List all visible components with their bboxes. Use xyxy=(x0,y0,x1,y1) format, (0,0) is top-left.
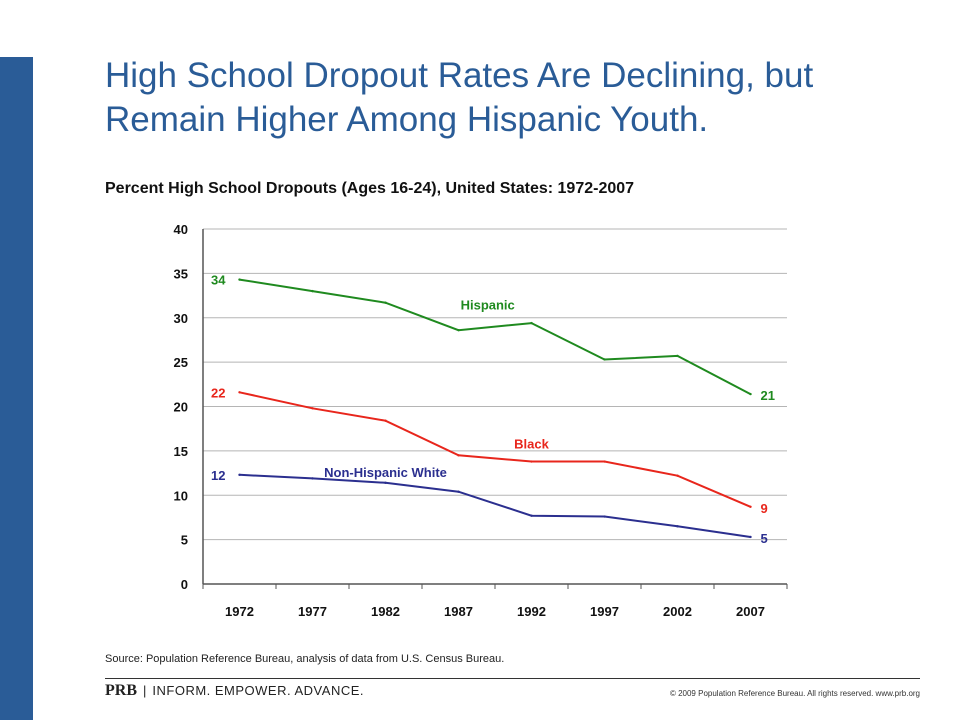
data-point xyxy=(311,407,314,410)
data-point xyxy=(457,328,460,332)
data-point xyxy=(749,392,752,396)
x-tick-label: 1982 xyxy=(371,604,400,619)
brand-side-bar xyxy=(0,57,33,720)
data-label: 21 xyxy=(761,388,775,403)
logo-separator: | xyxy=(143,683,147,698)
data-point xyxy=(311,289,314,293)
data-point xyxy=(238,278,241,281)
data-point xyxy=(384,419,387,422)
y-tick-label: 20 xyxy=(174,400,188,415)
y-tick-label: 40 xyxy=(174,222,188,237)
copyright-notice: © 2009 Population Reference Bureau. All … xyxy=(669,689,920,698)
chart-subtitle: Percent High School Dropouts (Ages 16-24… xyxy=(105,180,635,197)
series-line xyxy=(239,278,751,395)
series-line xyxy=(239,473,751,538)
series-name-label: Non-Hispanic White xyxy=(324,465,447,480)
y-tick-label: 15 xyxy=(174,444,188,459)
series-name-label: Black xyxy=(514,437,549,452)
series-line xyxy=(239,391,751,508)
data-label: 34 xyxy=(211,273,226,288)
x-tick-label: 1997 xyxy=(590,604,619,619)
data-point xyxy=(311,477,314,480)
data-point xyxy=(530,514,533,517)
y-tick-label: 5 xyxy=(181,533,188,548)
data-point xyxy=(603,358,606,361)
footer-divider xyxy=(105,678,920,679)
data-point xyxy=(457,490,460,493)
data-point xyxy=(676,354,679,358)
x-tick-label: 1987 xyxy=(444,604,473,619)
data-label: 9 xyxy=(761,501,768,516)
slide-title: High School Dropout Rates Are Declining,… xyxy=(105,56,814,139)
data-label: 12 xyxy=(211,468,225,483)
data-point xyxy=(238,473,241,477)
data-point xyxy=(749,535,752,539)
footer-brand: PRB | INFORM. EMPOWER. ADVANCE. xyxy=(105,682,364,700)
data-point xyxy=(603,460,606,463)
data-point xyxy=(530,460,533,463)
y-tick-label: 10 xyxy=(174,488,188,503)
tagline: INFORM. EMPOWER. ADVANCE. xyxy=(152,683,364,698)
x-tick-label: 2002 xyxy=(663,604,692,619)
data-label: 5 xyxy=(761,531,768,546)
data-point xyxy=(384,481,387,485)
data-point xyxy=(457,454,460,457)
data-point xyxy=(676,525,679,528)
series-name-label: Hispanic xyxy=(461,297,515,312)
x-tick-label: 1992 xyxy=(517,604,546,619)
y-tick-label: 30 xyxy=(174,311,188,326)
data-label: 22 xyxy=(211,385,225,400)
y-tick-label: 0 xyxy=(181,577,188,592)
data-point xyxy=(238,391,241,394)
x-tick-label: 2007 xyxy=(736,604,765,619)
x-tick-label: 1972 xyxy=(225,604,254,619)
source-note: Source: Population Reference Bureau, ana… xyxy=(105,653,505,665)
x-tick-label: 1977 xyxy=(298,604,327,619)
prb-logo: PRB xyxy=(105,682,137,699)
data-point xyxy=(603,515,606,518)
data-point xyxy=(676,474,679,477)
data-point xyxy=(749,505,752,508)
y-tick-label: 25 xyxy=(174,355,188,370)
y-tick-label: 35 xyxy=(174,266,188,281)
data-point xyxy=(384,301,387,304)
data-point xyxy=(530,321,533,325)
